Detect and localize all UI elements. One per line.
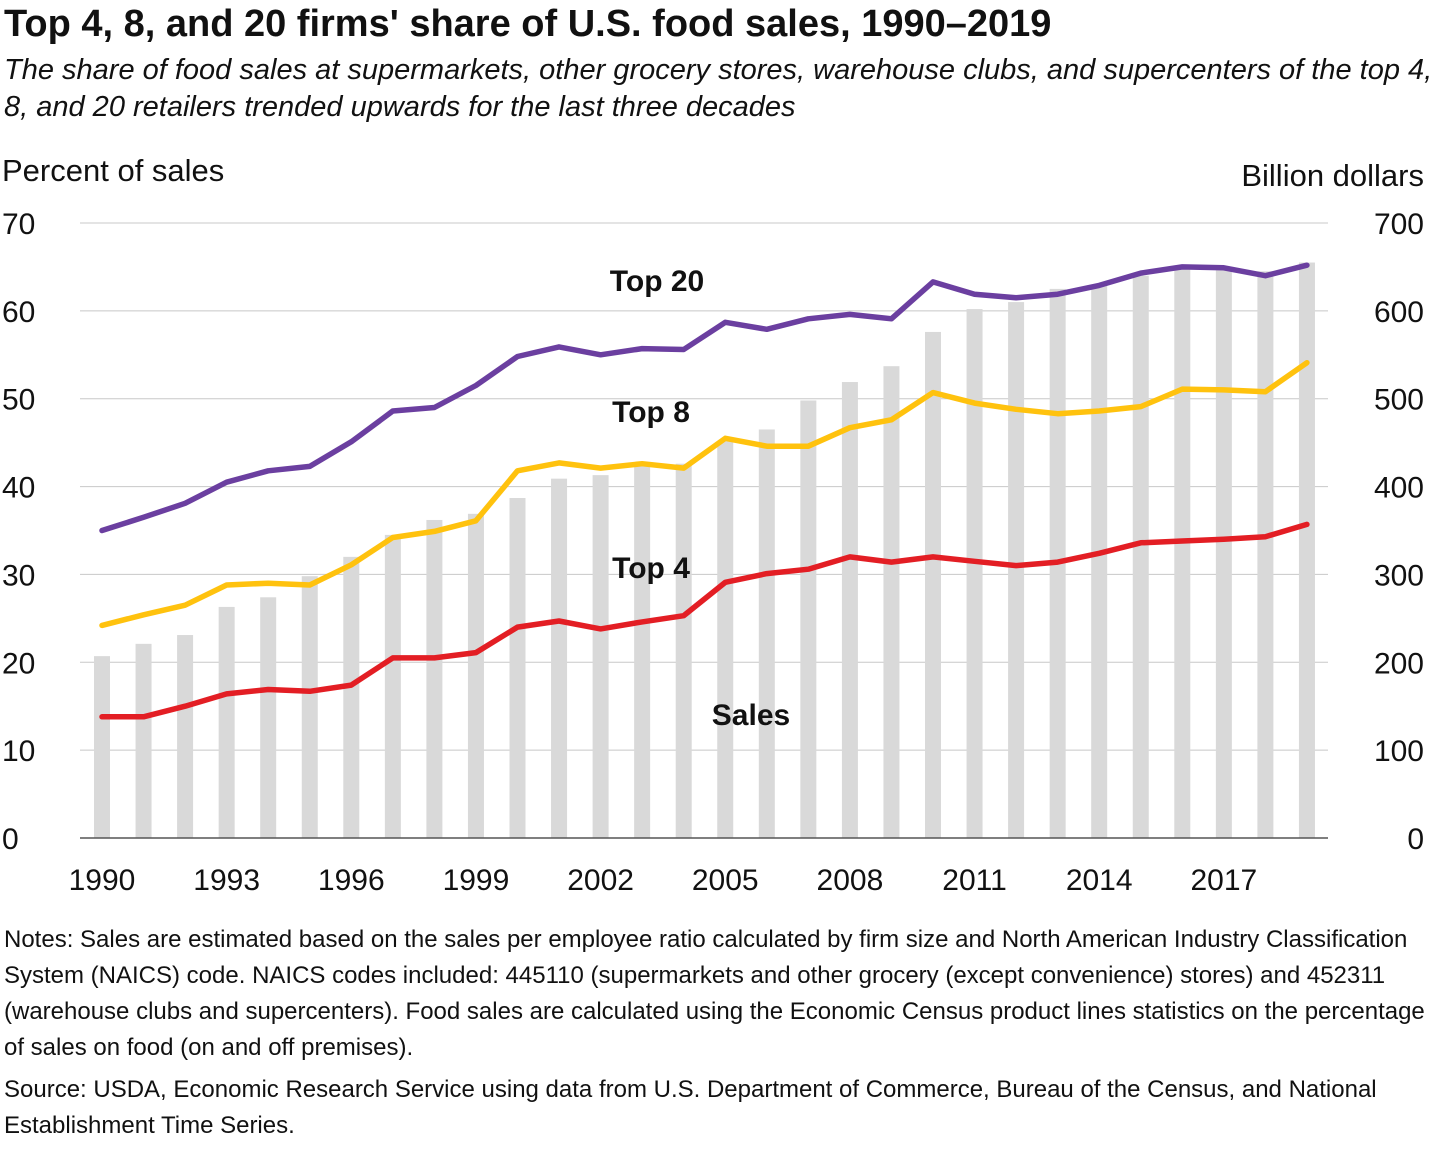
top20-line [99,262,1310,534]
y-tick-label: 0 [2,823,19,856]
y-tick-label: 50 [2,384,35,417]
sales-bar [301,576,318,838]
x-tick-label: 1990 [69,864,136,897]
sales-bar [551,478,568,838]
chart-svg: Percent of sales Billion dollars 0 0 10 100… [2,153,1424,897]
grid-lines [80,222,1328,751]
x-tick-label: 2002 [567,864,634,897]
sales-bar [1008,302,1025,838]
label-sales: Sales [712,699,790,732]
x-tick-label: 1993 [193,864,260,897]
chart-subtitle: The share of food sales at supermarkets,… [4,54,1433,123]
sales-bar [94,656,110,838]
y2-tick-label: 700 [1374,208,1424,241]
sales-bar [925,331,941,838]
y-tick-label: 20 [2,647,35,680]
sales-bar [218,606,235,838]
sales-bar [509,497,526,838]
y2-tick-label: 100 [1374,735,1424,768]
y-tick-label: 70 [2,208,35,241]
sales-bar [177,635,194,838]
x-tick-label: 2011 [942,864,1007,897]
y2-tick-label: 500 [1374,384,1424,417]
sales-bar [592,475,609,838]
axes: Percent of sales Billion dollars 0 0 10 100… [2,153,1424,897]
x-tick-label: 2005 [692,864,759,897]
sales-bar [260,597,277,838]
y-tick-label: 30 [2,559,35,592]
chart-source: Source: USDA, Economic Research Service … [4,1076,1377,1139]
sales-bar [966,309,983,839]
label-top8: Top 8 [612,396,690,429]
label-top20: Top 20 [610,265,704,298]
sales-bar [883,366,900,838]
sales-bar [384,534,401,838]
sales-bar [675,463,692,838]
y2-tick-label: 400 [1374,472,1424,505]
sales-bar [1298,262,1315,838]
chart-area: Percent of sales Billion dollars 0 0 10 100… [0,140,1456,910]
share-lines [99,262,1310,720]
y2-tick-label: 600 [1374,296,1424,329]
chart-title: Top 4, 8, and 20 firms' share of U.S. fo… [4,3,1052,45]
y-tick-label: 40 [2,472,35,505]
y2-tick-label: 200 [1374,647,1424,680]
sales-bar [800,400,817,838]
sales-bar [717,440,734,838]
series-labels: Top 20 Top 8 Top 4 Sales [610,265,790,732]
sales-bar [841,382,858,838]
x-tick-label: 2008 [817,864,884,897]
sales-bar [1215,266,1232,838]
y-axis-title: Percent of sales [2,153,224,188]
y2-tick-label: 0 [1407,823,1424,856]
sales-bar [343,556,360,838]
sales-bar [1257,271,1274,838]
sales-bar [758,429,775,838]
sales-bars [94,262,1315,839]
x-tick-label: 1999 [443,864,510,897]
label-top4: Top 4 [612,552,690,585]
chart-notes: Notes: Sales are estimated based on the … [4,926,1425,1061]
top4-line [99,521,1310,720]
y2-axis-title: Billion dollars [1241,158,1424,193]
sales-bar [1132,275,1149,838]
x-tick-label: 2014 [1066,864,1133,897]
sales-bar [1174,266,1191,838]
x-tick-label: 1996 [318,864,385,897]
top8-line [99,359,1310,629]
sales-bar [634,461,651,838]
y2-tick-label: 300 [1374,559,1424,592]
y-tick-label: 60 [2,296,35,329]
sales-bar [426,519,443,838]
sales-bar [1091,284,1108,838]
sales-bar [467,513,484,838]
y-tick-label: 10 [2,735,35,768]
sales-bar [135,643,152,838]
x-tick-label: 2017 [1190,864,1257,897]
